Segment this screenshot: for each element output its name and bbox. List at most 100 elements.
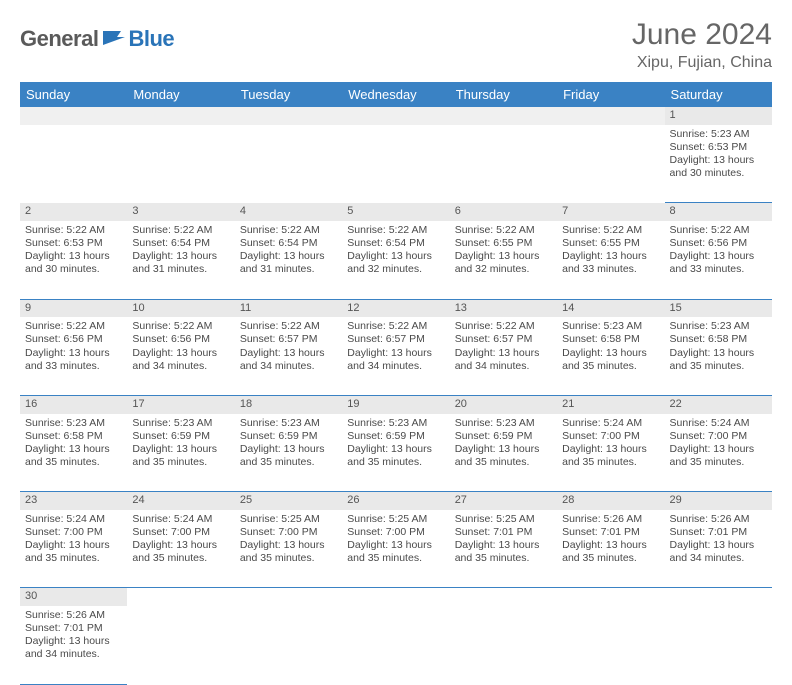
day-number: 13 <box>450 299 557 317</box>
day-number: 19 <box>342 395 449 413</box>
day-cell: Sunrise: 5:23 AMSunset: 6:53 PMDaylight:… <box>665 125 772 203</box>
empty-daynum <box>127 107 234 125</box>
day-cell: Sunrise: 5:22 AMSunset: 6:55 PMDaylight:… <box>450 221 557 299</box>
sunset-line: Sunset: 6:54 PM <box>132 237 229 250</box>
daylight-line: Daylight: 13 hours and 35 minutes. <box>562 347 659 373</box>
sunset-line: Sunset: 6:59 PM <box>132 430 229 443</box>
sunrise-line: Sunrise: 5:25 AM <box>347 513 444 526</box>
sunset-line: Sunset: 7:01 PM <box>670 526 767 539</box>
weekday-header: Sunday <box>20 82 127 107</box>
empty-cell <box>450 125 557 203</box>
daylight-line: Daylight: 13 hours and 35 minutes. <box>670 443 767 469</box>
daylight-line: Daylight: 13 hours and 35 minutes. <box>562 443 659 469</box>
empty-daynum <box>127 588 234 606</box>
day-cell: Sunrise: 5:22 AMSunset: 6:56 PMDaylight:… <box>20 317 127 395</box>
daylight-line: Daylight: 13 hours and 34 minutes. <box>132 347 229 373</box>
daylight-line: Daylight: 13 hours and 34 minutes. <box>25 635 122 661</box>
empty-cell <box>235 125 342 203</box>
empty-cell <box>342 606 449 684</box>
sunrise-line: Sunrise: 5:26 AM <box>562 513 659 526</box>
sunrise-line: Sunrise: 5:23 AM <box>670 128 767 141</box>
daylight-line: Daylight: 13 hours and 34 minutes. <box>240 347 337 373</box>
empty-cell <box>127 606 234 684</box>
sunrise-line: Sunrise: 5:22 AM <box>347 320 444 333</box>
day-number: 30 <box>20 588 127 606</box>
empty-daynum <box>342 588 449 606</box>
empty-daynum <box>235 107 342 125</box>
day-number: 25 <box>235 492 342 510</box>
sunset-line: Sunset: 7:00 PM <box>25 526 122 539</box>
daylight-line: Daylight: 13 hours and 35 minutes. <box>25 443 122 469</box>
daylight-line: Daylight: 13 hours and 35 minutes. <box>347 539 444 565</box>
location: Xipu, Fujian, China <box>632 54 772 72</box>
sunset-line: Sunset: 6:59 PM <box>455 430 552 443</box>
day-cell: Sunrise: 5:23 AMSunset: 6:59 PMDaylight:… <box>342 414 449 492</box>
sunrise-line: Sunrise: 5:23 AM <box>670 320 767 333</box>
day-cell: Sunrise: 5:22 AMSunset: 6:57 PMDaylight:… <box>235 317 342 395</box>
empty-cell <box>127 125 234 203</box>
sunrise-line: Sunrise: 5:24 AM <box>132 513 229 526</box>
empty-daynum <box>450 107 557 125</box>
sunset-line: Sunset: 6:57 PM <box>347 333 444 346</box>
sunrise-line: Sunrise: 5:24 AM <box>670 417 767 430</box>
sunset-line: Sunset: 6:58 PM <box>562 333 659 346</box>
day-cell: Sunrise: 5:25 AMSunset: 7:00 PMDaylight:… <box>235 510 342 588</box>
empty-cell <box>557 606 664 684</box>
weekday-header: Thursday <box>450 82 557 107</box>
calendar-header-row: SundayMondayTuesdayWednesdayThursdayFrid… <box>20 82 772 107</box>
sunset-line: Sunset: 6:59 PM <box>240 430 337 443</box>
sunset-line: Sunset: 6:57 PM <box>240 333 337 346</box>
daylight-line: Daylight: 13 hours and 33 minutes. <box>670 250 767 276</box>
daylight-line: Daylight: 13 hours and 35 minutes. <box>562 539 659 565</box>
day-cell: Sunrise: 5:24 AMSunset: 7:00 PMDaylight:… <box>557 414 664 492</box>
sunrise-line: Sunrise: 5:22 AM <box>132 224 229 237</box>
day-cell: Sunrise: 5:24 AMSunset: 7:00 PMDaylight:… <box>127 510 234 588</box>
empty-daynum <box>235 588 342 606</box>
day-cell: Sunrise: 5:22 AMSunset: 6:54 PMDaylight:… <box>235 221 342 299</box>
empty-cell <box>342 125 449 203</box>
daylight-line: Daylight: 13 hours and 33 minutes. <box>25 347 122 373</box>
daylight-line: Daylight: 13 hours and 35 minutes. <box>455 539 552 565</box>
sunset-line: Sunset: 6:53 PM <box>670 141 767 154</box>
empty-cell <box>450 606 557 684</box>
empty-cell <box>557 125 664 203</box>
sunset-line: Sunset: 6:58 PM <box>670 333 767 346</box>
day-cell: Sunrise: 5:24 AMSunset: 7:00 PMDaylight:… <box>20 510 127 588</box>
sunset-line: Sunset: 6:55 PM <box>562 237 659 250</box>
day-cell: Sunrise: 5:25 AMSunset: 7:00 PMDaylight:… <box>342 510 449 588</box>
sunset-line: Sunset: 6:54 PM <box>240 237 337 250</box>
day-cell: Sunrise: 5:23 AMSunset: 6:59 PMDaylight:… <box>235 414 342 492</box>
day-cell: Sunrise: 5:22 AMSunset: 6:57 PMDaylight:… <box>342 317 449 395</box>
sunrise-line: Sunrise: 5:22 AM <box>25 320 122 333</box>
day-cell: Sunrise: 5:26 AMSunset: 7:01 PMDaylight:… <box>665 510 772 588</box>
day-cell: Sunrise: 5:22 AMSunset: 6:54 PMDaylight:… <box>342 221 449 299</box>
daylight-line: Daylight: 13 hours and 34 minutes. <box>455 347 552 373</box>
day-number: 26 <box>342 492 449 510</box>
day-number: 12 <box>342 299 449 317</box>
title-block: June 2024 Xipu, Fujian, China <box>632 18 772 72</box>
day-number: 15 <box>665 299 772 317</box>
empty-daynum <box>450 588 557 606</box>
day-cell: Sunrise: 5:23 AMSunset: 6:59 PMDaylight:… <box>450 414 557 492</box>
day-number: 4 <box>235 203 342 221</box>
empty-cell <box>665 606 772 684</box>
sunset-line: Sunset: 6:58 PM <box>25 430 122 443</box>
weekday-header: Saturday <box>665 82 772 107</box>
day-number: 14 <box>557 299 664 317</box>
day-cell: Sunrise: 5:24 AMSunset: 7:00 PMDaylight:… <box>665 414 772 492</box>
sunset-line: Sunset: 6:56 PM <box>670 237 767 250</box>
logo-flag-icon <box>103 29 125 50</box>
day-cell: Sunrise: 5:22 AMSunset: 6:56 PMDaylight:… <box>127 317 234 395</box>
empty-cell <box>235 606 342 684</box>
sunrise-line: Sunrise: 5:22 AM <box>240 224 337 237</box>
day-cell: Sunrise: 5:23 AMSunset: 6:58 PMDaylight:… <box>557 317 664 395</box>
daylight-line: Daylight: 13 hours and 30 minutes. <box>25 250 122 276</box>
day-number: 17 <box>127 395 234 413</box>
day-number: 3 <box>127 203 234 221</box>
logo-text-blue: Blue <box>128 26 174 52</box>
day-number: 20 <box>450 395 557 413</box>
empty-daynum <box>20 107 127 125</box>
sunset-line: Sunset: 6:56 PM <box>25 333 122 346</box>
day-cell: Sunrise: 5:25 AMSunset: 7:01 PMDaylight:… <box>450 510 557 588</box>
day-cell: Sunrise: 5:23 AMSunset: 6:59 PMDaylight:… <box>127 414 234 492</box>
